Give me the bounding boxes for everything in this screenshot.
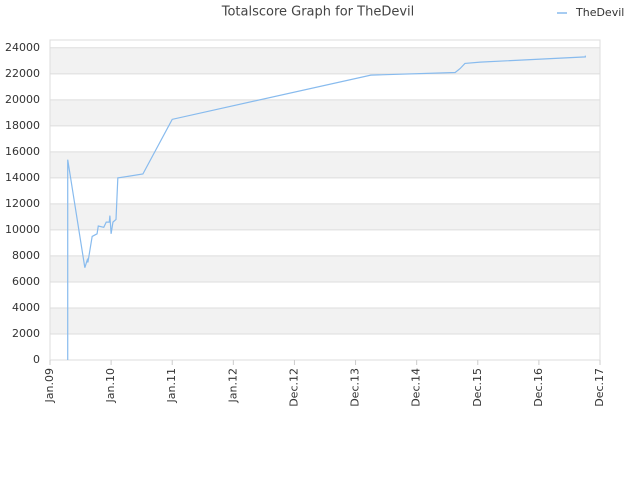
grid-band [50, 333, 600, 360]
x-tick-label: Dec.14 [410, 368, 423, 407]
grid-band [50, 125, 600, 152]
y-tick-label: 24000 [5, 41, 40, 54]
y-tick-label: 18000 [5, 119, 40, 132]
y-tick-label: 0 [33, 353, 40, 366]
grid-band [50, 281, 600, 308]
y-tick-label: 20000 [5, 93, 40, 106]
y-tick-label: 4000 [12, 301, 40, 314]
y-tick-label: 2000 [12, 327, 40, 340]
grid-band [50, 177, 600, 204]
x-tick-label: Dec.13 [349, 368, 362, 407]
legend-label: TheDevil [575, 6, 624, 19]
x-tick-label: Jan.10 [104, 368, 117, 403]
x-tick-label: Jan.12 [226, 368, 239, 403]
x-tick-label: Jan.09 [43, 368, 56, 403]
grid-band [50, 40, 600, 48]
x-tick-label: Dec.12 [287, 368, 300, 407]
y-tick-label: 12000 [5, 197, 40, 210]
x-tick-label: Dec.15 [471, 368, 484, 407]
data-line [67, 55, 586, 360]
y-tick-label: 14000 [5, 171, 40, 184]
y-tick-label: 22000 [5, 67, 40, 80]
plot-border [49, 39, 601, 361]
y-tick-label: 6000 [12, 275, 40, 288]
grid-band [50, 229, 600, 256]
x-tick-label: Jan.11 [165, 368, 178, 403]
y-tick-label: 8000 [12, 249, 40, 262]
y-tick-label: 10000 [5, 223, 40, 236]
x-tick-label: Dec.17 [593, 368, 606, 407]
grid-band [50, 73, 600, 100]
x-tick-label: Dec.16 [532, 368, 545, 407]
y-tick-label: 16000 [5, 145, 40, 158]
chart-title: Totalscore Graph for TheDevil [221, 5, 415, 20]
